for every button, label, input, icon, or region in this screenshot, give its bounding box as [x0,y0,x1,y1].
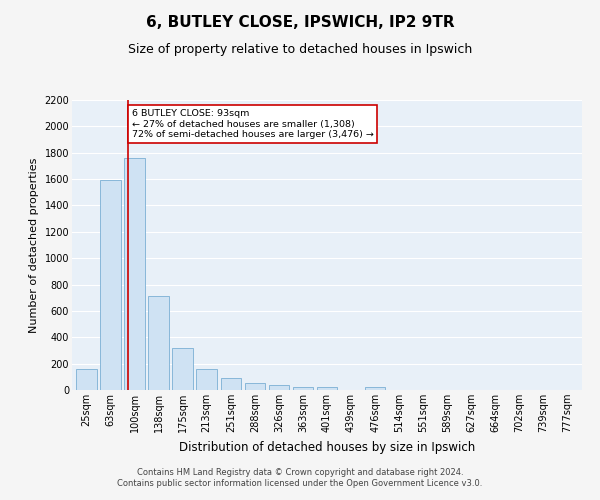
Bar [269,386,289,390]
Bar [124,158,145,390]
Text: Size of property relative to detached houses in Ipswich: Size of property relative to detached ho… [128,42,472,56]
Bar [221,378,241,390]
Bar [293,388,313,390]
Bar [172,348,193,390]
Text: 6, BUTLEY CLOSE, IPSWICH, IP2 9TR: 6, BUTLEY CLOSE, IPSWICH, IP2 9TR [146,15,454,30]
Text: Contains HM Land Registry data © Crown copyright and database right 2024.
Contai: Contains HM Land Registry data © Crown c… [118,468,482,487]
Y-axis label: Number of detached properties: Number of detached properties [29,158,39,332]
Bar [196,369,217,390]
Bar [245,383,265,390]
Bar [100,180,121,390]
Bar [148,296,169,390]
Bar [76,369,97,390]
Bar [317,388,337,390]
Text: 6 BUTLEY CLOSE: 93sqm
← 27% of detached houses are smaller (1,308)
72% of semi-d: 6 BUTLEY CLOSE: 93sqm ← 27% of detached … [131,109,374,139]
Bar [365,388,385,390]
X-axis label: Distribution of detached houses by size in Ipswich: Distribution of detached houses by size … [179,440,475,454]
